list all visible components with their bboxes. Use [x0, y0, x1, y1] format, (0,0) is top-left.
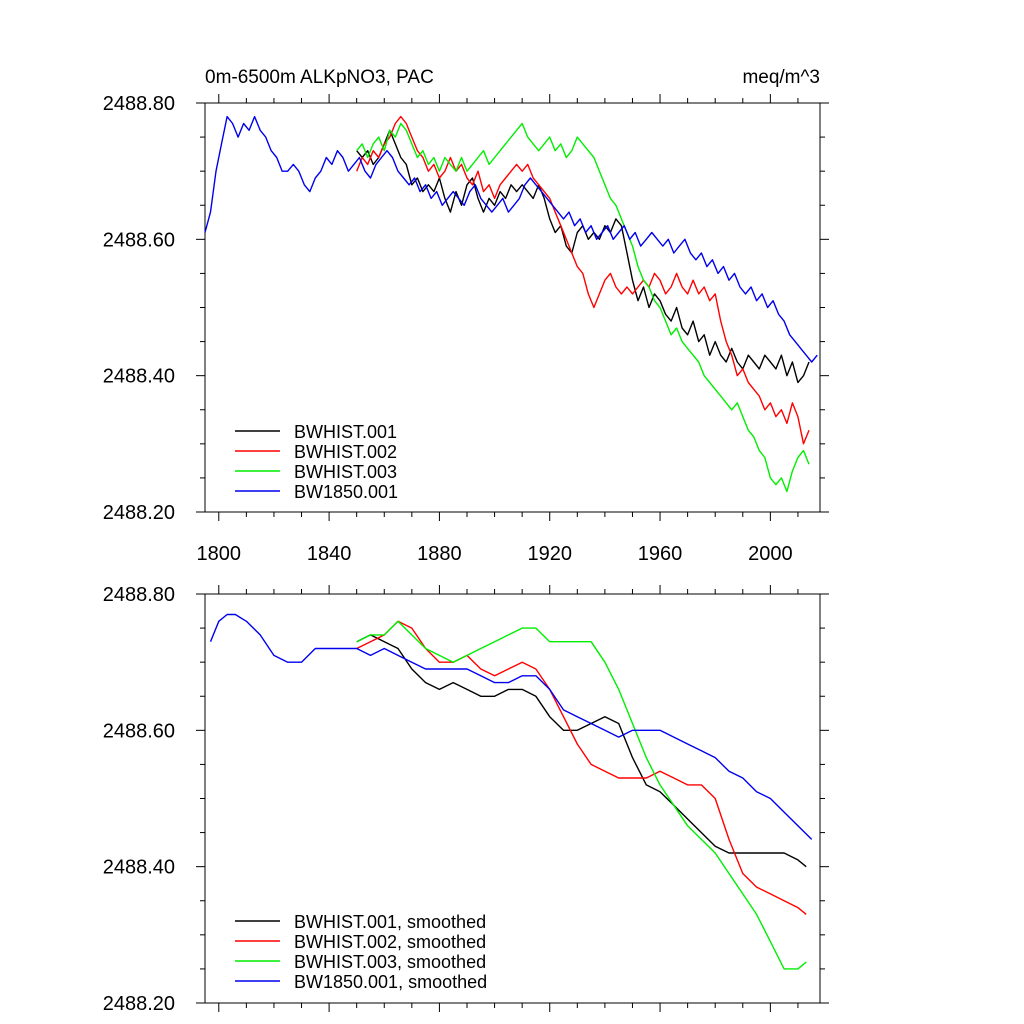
y-tick-label: 2488.40	[103, 857, 175, 879]
series-line-1	[356, 129, 810, 384]
y-tick-label: 2488.80	[103, 584, 175, 606]
x-tick-label: 1840	[307, 543, 352, 565]
legend-label-3: BWHIST.003, smoothed	[294, 952, 486, 972]
series-line-2	[356, 620, 807, 915]
bottom-panel: 2488.20 2488.40 2488.60 2488.80 BWHIST.001, …	[103, 584, 829, 1015]
y-tick-label: 2488.40	[103, 366, 175, 388]
x-tick-label: 2000	[748, 543, 793, 565]
series-line-4	[209, 613, 813, 840]
x-tick-label: 1880	[417, 543, 462, 565]
y-tick-label: 2488.80	[103, 93, 175, 115]
x-tick-label: 1960	[638, 543, 683, 565]
legend-label-1: BWHIST.001, smoothed	[294, 912, 486, 932]
chart-title: 0m-6500m ALKpNO3, PAC	[205, 67, 434, 88]
legend-label-2: BWHIST.002, smoothed	[294, 932, 486, 952]
series-line-3	[356, 122, 810, 493]
chart-units: meq/m^3	[742, 67, 820, 88]
series-line-3	[356, 620, 807, 970]
y-tick-label: 2488.20	[103, 993, 175, 1015]
x-tick-label: 1800	[197, 543, 242, 565]
legend-label-2: BWHIST.002	[294, 442, 397, 462]
legend-label-1: BWHIST.001	[294, 422, 397, 442]
series-line-2	[356, 115, 810, 445]
y-tick-label: 2488.60	[103, 720, 175, 742]
series-line-4	[204, 115, 818, 363]
x-tick-label: 1920	[527, 543, 572, 565]
legend-label-3: BWHIST.003	[294, 462, 397, 482]
y-tick-label: 2488.20	[103, 502, 175, 524]
top-panel: 1800 1840 1880 1920 1960 2000 2488.20 2488.40 24…	[103, 67, 829, 565]
y-tick-label: 2488.60	[103, 229, 175, 251]
series-line-1	[356, 634, 807, 868]
legend-label-4: BW1850.001, smoothed	[294, 972, 487, 992]
legend-label-4: BW1850.001	[294, 482, 398, 502]
